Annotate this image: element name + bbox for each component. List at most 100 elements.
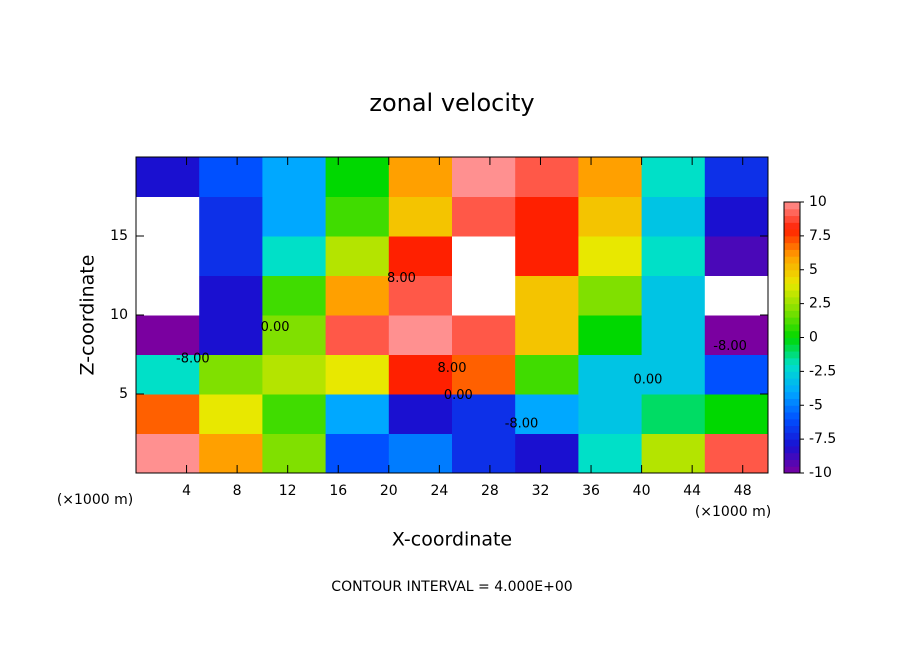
contour-label: 0.00 xyxy=(633,372,662,387)
cell xyxy=(262,433,327,473)
cell xyxy=(704,315,768,355)
colorbar-tick-label: -10 xyxy=(809,465,832,481)
colorbar-band xyxy=(784,222,800,230)
colorbar-band xyxy=(784,296,800,305)
colorbar-tick-label: -7.5 xyxy=(809,431,836,447)
colorbar-band xyxy=(784,208,800,217)
cell xyxy=(199,394,263,434)
cell xyxy=(578,275,643,316)
cell xyxy=(388,394,453,434)
cell xyxy=(325,157,390,197)
colorbar-band xyxy=(784,290,800,298)
cell xyxy=(262,157,327,197)
cell xyxy=(515,433,579,473)
cell xyxy=(704,433,768,473)
cell xyxy=(515,354,579,395)
cell xyxy=(199,196,263,237)
colorbar-band xyxy=(784,317,800,325)
contour-label: -8.00 xyxy=(505,417,539,432)
x-tick-label: 48 xyxy=(734,483,752,499)
colorbar-band xyxy=(784,425,800,433)
cell xyxy=(515,275,579,316)
y-axis-label: Z-coordinate xyxy=(77,255,99,376)
cell xyxy=(641,157,706,197)
colorbar-tick-label: 7.5 xyxy=(809,228,831,244)
cell xyxy=(641,315,706,355)
cell xyxy=(452,354,516,395)
colorbar-band xyxy=(784,202,800,210)
cell xyxy=(136,315,200,355)
cell xyxy=(136,394,200,434)
cell xyxy=(578,157,643,197)
colorbar-band xyxy=(784,330,800,338)
cell xyxy=(515,394,579,434)
cell xyxy=(388,236,453,276)
colorbar-band xyxy=(784,249,800,257)
cell xyxy=(262,354,327,395)
colorbar-tick-label: 0 xyxy=(809,330,818,346)
contour-label: 0.00 xyxy=(261,320,290,335)
cell xyxy=(578,433,643,473)
footnote: CONTOUR INTERVAL = 4.000E+00 xyxy=(331,579,572,595)
cell xyxy=(388,196,453,237)
colorbar-band xyxy=(784,371,800,379)
colorbar-band xyxy=(784,283,800,291)
colorbar-band xyxy=(784,412,800,420)
cell xyxy=(578,354,643,395)
cell xyxy=(325,315,390,355)
cell xyxy=(704,275,768,316)
cell xyxy=(641,196,706,237)
cell xyxy=(578,394,643,434)
x-tick-label: 44 xyxy=(683,483,701,499)
cell xyxy=(262,236,327,276)
colorbar-band xyxy=(784,344,800,352)
cell xyxy=(325,354,390,395)
x-tick-label: 28 xyxy=(481,483,499,499)
colorbar-band xyxy=(784,229,800,237)
colorbar-band xyxy=(784,215,800,223)
x-tick-label: 40 xyxy=(633,483,651,499)
cell xyxy=(578,236,643,276)
cell xyxy=(388,315,453,355)
cell xyxy=(199,157,263,197)
colorbar-band xyxy=(784,303,800,311)
cell xyxy=(325,236,390,276)
colorbar-tick-label: 2.5 xyxy=(809,296,831,312)
cell xyxy=(515,157,579,197)
colorbar-band xyxy=(784,432,800,440)
cell xyxy=(199,433,263,473)
colorbar-band xyxy=(784,242,800,250)
cell xyxy=(578,196,643,237)
colorbar-band xyxy=(784,276,800,284)
colorbar-tick-label: -2.5 xyxy=(809,363,836,379)
contour-label: -8.00 xyxy=(713,339,747,354)
cell xyxy=(199,236,263,276)
cell xyxy=(452,433,516,473)
x-tick-label: 32 xyxy=(532,483,550,499)
x-tick-label: 16 xyxy=(329,483,347,499)
colorbar-band xyxy=(784,384,800,393)
contour-label: 8.00 xyxy=(438,361,467,376)
cell xyxy=(452,157,516,197)
x-unit: (×1000 m) xyxy=(695,504,771,520)
cells xyxy=(136,157,768,473)
colorbar-band xyxy=(784,256,800,264)
cell xyxy=(262,275,327,316)
cell xyxy=(199,354,263,395)
cell xyxy=(515,196,579,237)
cell xyxy=(704,157,768,197)
colorbar-band xyxy=(784,439,800,447)
colorbar-band xyxy=(784,364,800,372)
cell xyxy=(136,196,200,237)
cell xyxy=(199,315,263,355)
y-tick-label: 5 xyxy=(119,386,128,402)
contour-label: -8.00 xyxy=(176,352,210,367)
cell xyxy=(325,275,390,316)
colorbar-band xyxy=(784,378,800,386)
colorbar-band xyxy=(784,323,800,332)
colorbar-band xyxy=(784,398,800,406)
colorbar-band xyxy=(784,262,800,271)
y-tick-label: 15 xyxy=(110,228,128,244)
cell xyxy=(262,394,327,434)
